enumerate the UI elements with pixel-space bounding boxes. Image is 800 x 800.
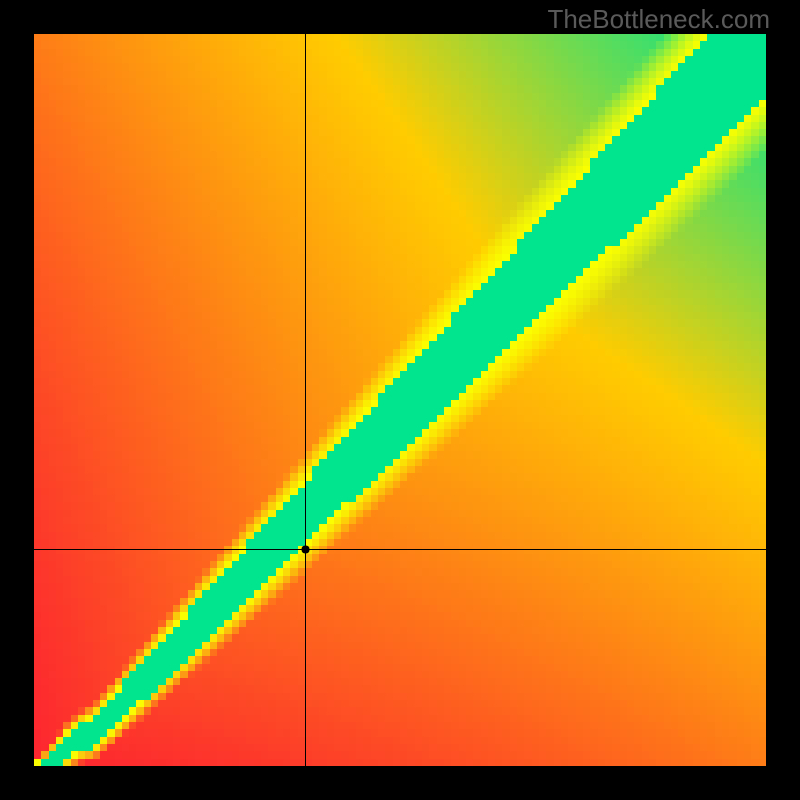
chart-frame: TheBottleneck.com [0,0,800,800]
watermark-text: TheBottleneck.com [547,4,770,35]
heatmap-plot [34,34,766,766]
heatmap-canvas [34,34,766,766]
